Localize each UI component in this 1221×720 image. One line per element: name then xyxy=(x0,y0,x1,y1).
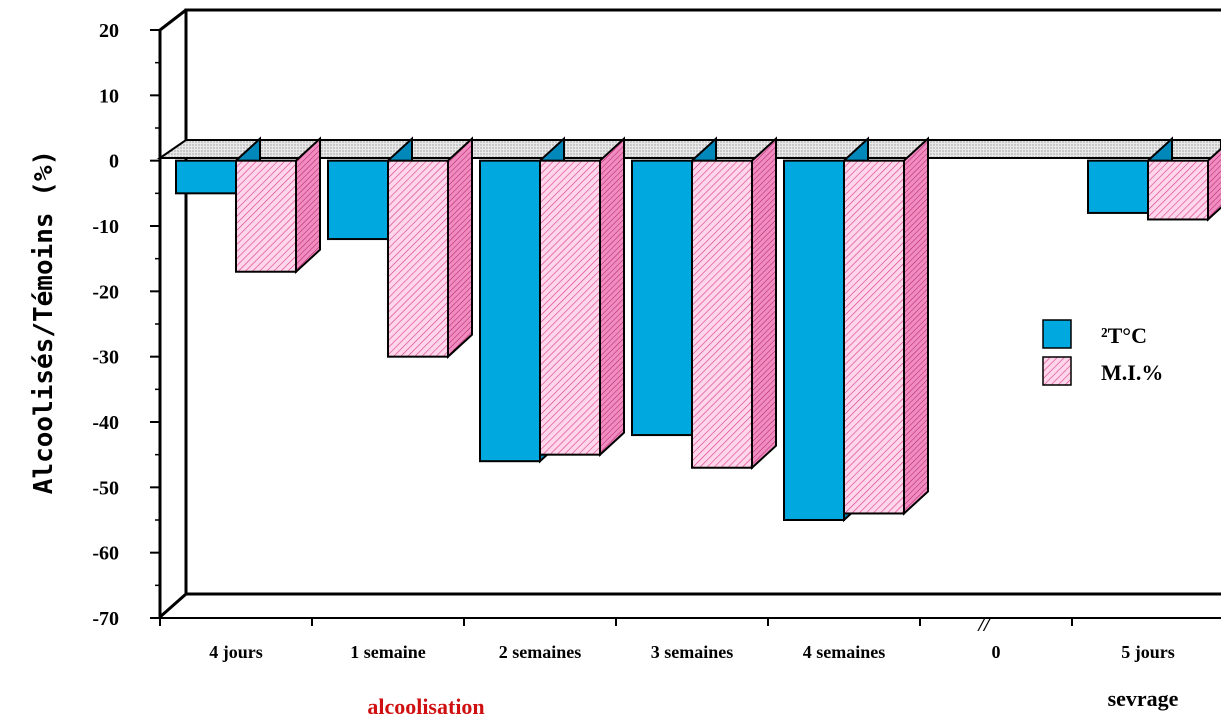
legend-label-series-1: M.I.% xyxy=(1101,360,1163,385)
legend-label-series-0: ²T°C xyxy=(1101,323,1147,348)
frame-depth-top xyxy=(159,8,187,32)
x-axis: 4 jours 1 semaine 2 semaines 3 semaines 4 se… xyxy=(159,618,1175,662)
group-label-sevrage: sevrage xyxy=(1108,686,1179,711)
x-tick-label: 3 semaines xyxy=(651,642,734,662)
bar-1-1 xyxy=(387,136,473,359)
y-axis-label: Alcoolisés/Témoins (%) xyxy=(29,150,59,494)
y-tick-label: -30 xyxy=(92,347,119,369)
y-tick-label: -10 xyxy=(92,216,119,238)
legend-swatch-series-0 xyxy=(1042,319,1072,349)
y-tick-label: 10 xyxy=(99,85,119,107)
bar-1-6 xyxy=(1147,147,1221,222)
y-tick-label: -40 xyxy=(92,412,119,434)
x-tick-label: 5 jours xyxy=(1121,642,1175,662)
bar-1-4 xyxy=(843,136,929,516)
bar-1-0 xyxy=(235,136,321,275)
x-tick-label: 0 xyxy=(992,642,1001,662)
group-label-alcoolisation: alcoolisation xyxy=(367,694,484,719)
legend: ²T°C M.I.% xyxy=(1042,319,1163,386)
y-axis: 20 10 0 -10 -20 -30 -40 -50 -60 -70 xyxy=(92,20,160,630)
x-tick-label: 1 semaine xyxy=(350,642,426,662)
x-tick-label: 4 jours xyxy=(209,642,263,662)
y-tick-label: -70 xyxy=(92,608,119,630)
y-tick-label: 0 xyxy=(109,151,119,173)
frame-back xyxy=(184,8,1221,596)
y-tick-label: -20 xyxy=(92,281,119,303)
bar-1-3 xyxy=(691,136,777,471)
bar-1-2 xyxy=(539,136,625,457)
x-tick-label: 4 semaines xyxy=(803,642,886,662)
y-tick-label: 20 xyxy=(99,20,119,42)
frame-depth-bottom xyxy=(159,592,187,619)
y-tick-label: -50 xyxy=(92,477,119,499)
axis-break-marker: // xyxy=(976,614,992,636)
bars xyxy=(175,136,1221,523)
legend-swatch-series-1 xyxy=(1042,356,1072,386)
x-tick-label: 2 semaines xyxy=(499,642,582,662)
y-tick-label: -60 xyxy=(92,543,119,565)
